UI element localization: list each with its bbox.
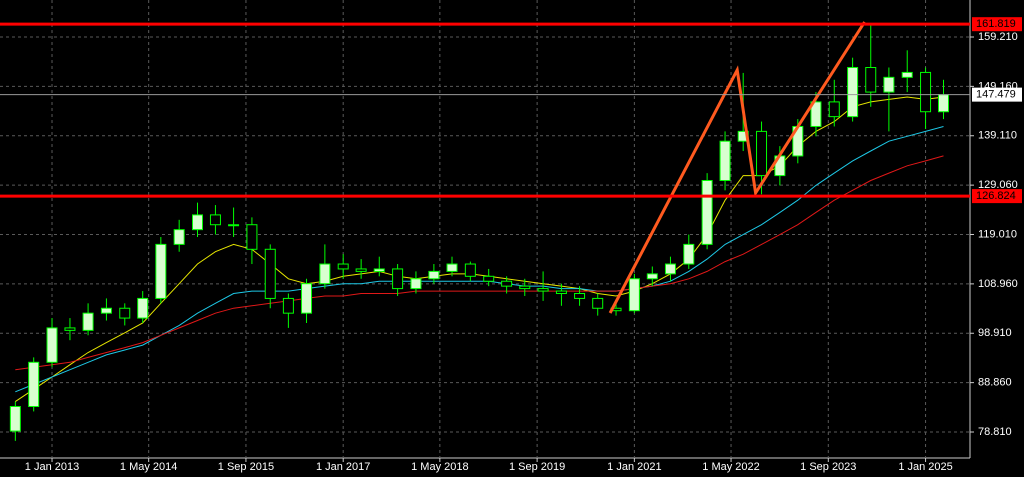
- candle-body: [209, 214, 221, 226]
- candle-body: [865, 67, 877, 93]
- candle-body: [119, 307, 131, 319]
- level-label-box: [972, 17, 1022, 32]
- zigzag: [608, 21, 866, 314]
- candle-body: [373, 268, 385, 272]
- candle-body: [664, 263, 676, 275]
- x-tick-label: 1 May 2014: [120, 461, 177, 473]
- level-label: 126.824: [976, 190, 1016, 202]
- y-tick-label: 108.960: [978, 278, 1018, 290]
- x-tick-label: 1 Sep 2023: [800, 461, 856, 473]
- level-label-box: [972, 189, 1022, 204]
- x-tick-label: 1 Jan 2017: [316, 461, 370, 473]
- x-tick-label: 1 May 2022: [702, 461, 759, 473]
- candle-body: [555, 290, 567, 295]
- candle-body: [701, 180, 713, 245]
- candle-body: [282, 297, 294, 314]
- candle-body: [937, 94, 949, 113]
- candle-body: [155, 243, 167, 299]
- x-tick-label: 1 Sep 2015: [218, 461, 274, 473]
- y-tick-label: 98.910: [978, 327, 1012, 339]
- y-tick-label: 129.060: [978, 179, 1018, 191]
- candle-body: [446, 263, 458, 272]
- last-price-label: 147.479: [976, 89, 1016, 101]
- last-price-box: [972, 87, 1022, 102]
- y-tick-label: 159.210: [978, 31, 1018, 43]
- candle-body: [410, 278, 422, 290]
- candle-body: [301, 283, 313, 314]
- candle-body: [28, 361, 40, 408]
- moving-average: [15, 126, 944, 393]
- candle-body: [519, 285, 531, 290]
- y-tick-label: 139.110: [978, 130, 1017, 142]
- candle-body: [719, 140, 731, 182]
- candle-body: [756, 130, 768, 177]
- candle-body: [883, 76, 895, 93]
- moving-average: [15, 155, 944, 371]
- candle-body: [683, 243, 695, 265]
- candle-body: [428, 270, 440, 280]
- candle-body: [828, 101, 840, 118]
- x-tick-label: 1 Sep 2019: [509, 461, 565, 473]
- candle-body: [483, 275, 495, 282]
- moving-average: [15, 96, 944, 403]
- candle-body: [9, 406, 21, 432]
- candle-body: [355, 268, 367, 272]
- candle-body: [173, 229, 185, 245]
- candle-body: [592, 297, 604, 309]
- candle-body: [646, 273, 658, 280]
- x-tick-label: 1 Jan 2021: [607, 461, 661, 473]
- y-tick-label: 88.860: [978, 377, 1012, 389]
- candle-body: [137, 297, 149, 319]
- candle-body: [501, 280, 513, 287]
- candle-body: [192, 214, 204, 231]
- candle-body: [264, 248, 276, 299]
- level-label: 161.819: [976, 18, 1016, 30]
- y-tick-label: 119.010: [978, 228, 1017, 240]
- candle-body: [46, 327, 58, 363]
- y-tick-label: 78.810: [978, 426, 1012, 438]
- candle-body: [537, 288, 549, 292]
- candle-body: [64, 327, 76, 331]
- candle-body: [920, 71, 932, 113]
- candle-body: [228, 224, 240, 227]
- candle-body: [810, 101, 822, 127]
- candle-body: [337, 263, 349, 270]
- x-tick-label: 1 Jan 2013: [25, 461, 79, 473]
- x-tick-label: 1 May 2018: [411, 461, 468, 473]
- candle-body: [246, 224, 258, 250]
- candle-body: [901, 71, 913, 78]
- candle-body: [574, 293, 586, 299]
- candle-body: [392, 268, 404, 290]
- candle-body: [319, 263, 331, 285]
- candle-body: [464, 263, 476, 277]
- candle-body: [100, 307, 112, 314]
- x-tick-label: 1 Jan 2025: [898, 461, 952, 473]
- candle-body: [82, 312, 94, 331]
- candle-body: [628, 278, 640, 312]
- candle-body: [847, 67, 859, 118]
